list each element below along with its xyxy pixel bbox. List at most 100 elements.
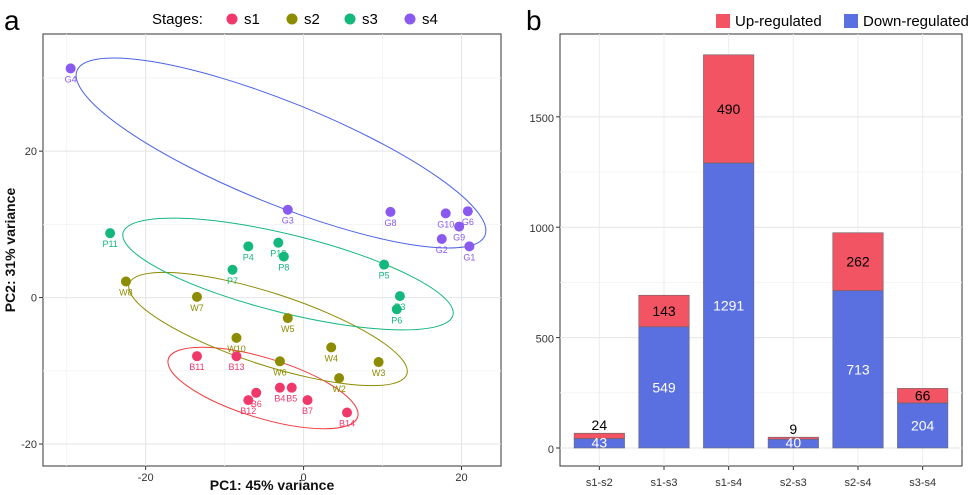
y-tick-label: 20 <box>25 146 37 158</box>
point-label: P4 <box>243 252 254 262</box>
bar-up-s2-s3 <box>767 436 819 440</box>
point-B12 <box>243 395 254 406</box>
point-W7 <box>191 291 202 302</box>
panel-b-letter: b <box>526 5 542 36</box>
panel-a-xlabel: PC1: 45% variance <box>210 477 335 493</box>
point-label: G1 <box>463 252 475 262</box>
point-P6 <box>391 304 402 315</box>
point-label: G3 <box>282 216 294 226</box>
point-G3 <box>282 204 293 215</box>
panel-b-bars: 43 24 549 143 1291 490 409 713 262 204 66 <box>573 54 949 451</box>
legend-label: s3 <box>362 11 378 28</box>
x-tick-label: -20 <box>138 472 154 484</box>
data-label-down: 40 <box>786 435 802 451</box>
bar-down-s2-s4 <box>832 290 884 449</box>
point-label: G10 <box>437 219 454 229</box>
point-label: W6 <box>273 367 287 377</box>
y-tick-label: 1000 <box>530 223 554 235</box>
point-label: B14 <box>339 419 355 429</box>
point-label: W2 <box>332 384 346 394</box>
legend-title: Stages: <box>152 11 203 28</box>
bar-up-s1-s2 <box>573 432 625 439</box>
data-label-down: 713 <box>846 361 870 377</box>
x-tick-label: 0 <box>301 472 307 484</box>
panel-a-ellipses <box>75 57 487 430</box>
legend-swatch-s4 <box>404 13 416 25</box>
point-label: B13 <box>228 362 244 372</box>
legend-swatch-down <box>844 14 858 28</box>
point-W4 <box>326 342 337 353</box>
ellipse-s4 <box>75 57 487 249</box>
y-tick-label: 500 <box>536 334 554 346</box>
point-G10 <box>440 208 451 219</box>
bar-down-s1-s4 <box>703 162 755 449</box>
panel-b-legend: Up-regulated Down-regulated <box>716 13 969 30</box>
point-B6 <box>251 387 262 398</box>
point-P5 <box>379 259 390 270</box>
data-label-down: 549 <box>652 379 676 395</box>
point-label: P6 <box>391 315 402 325</box>
point-B13 <box>231 351 242 362</box>
panel-a-grid <box>43 34 501 466</box>
data-label-up: 143 <box>652 303 676 319</box>
y-tick-label: 0 <box>548 444 554 456</box>
point-label: B11 <box>189 362 204 372</box>
point-label: B4 <box>274 394 285 404</box>
point-label: G2 <box>436 245 448 255</box>
point-W5 <box>282 313 293 324</box>
point-W6 <box>274 356 285 367</box>
point-W8 <box>120 276 131 287</box>
data-label-up: 490 <box>717 101 741 117</box>
point-P7 <box>227 264 238 275</box>
x-tick-label: 20 <box>455 472 467 484</box>
y-tick-label: -20 <box>21 439 37 451</box>
legend-swatch-up <box>716 14 730 28</box>
bar-up-s1-s4 <box>703 54 755 164</box>
y-tick-label: 0 <box>31 293 37 305</box>
point-G6 <box>462 206 473 217</box>
ellipse-s3 <box>122 217 454 331</box>
point-label: G9 <box>453 233 465 243</box>
point-label: W8 <box>119 287 133 297</box>
point-G9 <box>454 221 465 232</box>
point-B4 <box>274 382 285 393</box>
panel-a-ylabel: PC2: 31% variance <box>2 188 18 313</box>
point-label: G8 <box>384 218 396 228</box>
bar-down-s1-s3 <box>638 326 690 449</box>
point-P11 <box>105 228 116 239</box>
panel-a-ticks: -20 0 20 -20 0 20 <box>21 146 468 484</box>
point-label: B6 <box>251 399 262 409</box>
point-label: B5 <box>286 394 297 404</box>
point-label: W4 <box>324 353 338 363</box>
point-P4 <box>243 241 254 252</box>
point-label: G6 <box>462 217 474 227</box>
legend-swatch-s3 <box>344 13 356 25</box>
point-B11 <box>191 351 202 362</box>
data-label-up: 9 <box>789 421 797 437</box>
bar-up-s3-s4 <box>897 388 949 404</box>
bar-up-s1-s3 <box>638 294 690 328</box>
x-tick-label: s3-s4 <box>909 477 936 489</box>
x-tick-label: s1-s2 <box>586 477 613 489</box>
point-label: W3 <box>372 368 386 378</box>
legend-swatch-s1 <box>226 13 238 25</box>
panel-b-ticks: 0 500 1000 1500 s1-s2 s1-s3 s1-s4 s2-s3 s2-s4 s3-… <box>530 113 937 489</box>
x-tick-label: s2-s4 <box>845 477 872 489</box>
point-P13 <box>273 237 284 248</box>
bar-down-s3-s4 <box>897 402 949 449</box>
point-label: G4 <box>65 74 77 84</box>
point-W3 <box>373 357 384 368</box>
point-B14 <box>342 407 353 418</box>
point-G1 <box>464 241 475 252</box>
legend-label-up: Up-regulated <box>735 13 822 30</box>
ellipse-s1 <box>167 346 359 430</box>
legend-label: s1 <box>244 11 260 28</box>
point-G2 <box>436 234 447 245</box>
x-tick-label: s1-s4 <box>715 477 742 489</box>
point-P8 <box>278 251 289 262</box>
data-label-up: 24 <box>592 417 608 433</box>
legend-label-down: Down-regulated <box>863 13 969 30</box>
